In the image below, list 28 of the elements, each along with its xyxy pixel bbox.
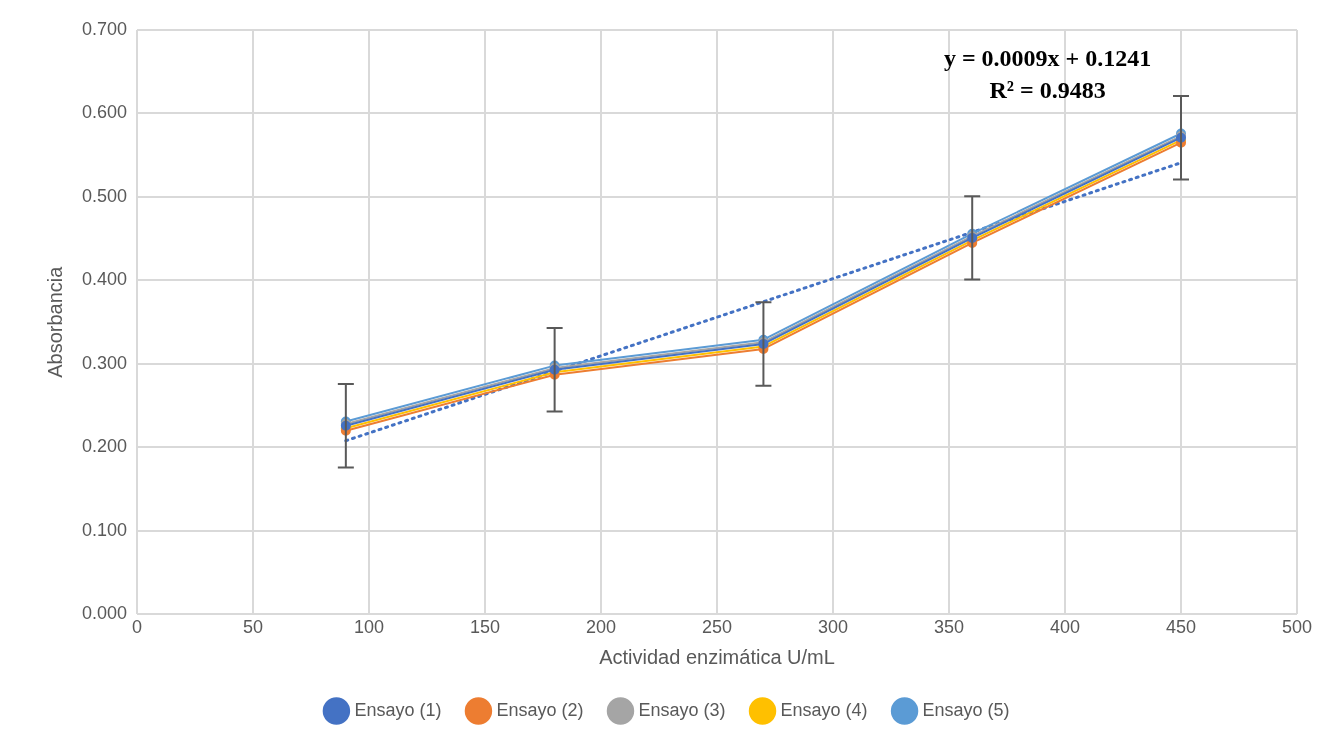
y-tick-label: 0.000 [82, 603, 128, 624]
annotation: R² = 0.9483 [989, 77, 1106, 104]
y-tick-label: 0.700 [82, 18, 128, 39]
x-tick-label: 150 [470, 617, 501, 638]
legend-label: Ensayo (1) [354, 699, 442, 720]
y-axis-title: Absorbancia [43, 265, 66, 378]
x-tick-label: 300 [817, 617, 849, 638]
x-tick-label: 50 [243, 617, 264, 638]
x-axis-title: Actividad enzimática U/mL [599, 645, 835, 668]
annotation: y = 0.0009x + 0.1241 [943, 45, 1152, 72]
x-tick-label: 200 [586, 617, 617, 638]
x-tick-label: 250 [702, 617, 733, 638]
y-tick-label: 0.500 [82, 185, 128, 206]
y-tick-label: 0.400 [82, 269, 128, 290]
legend-label: Ensayo (3) [638, 699, 726, 720]
legend-label: Ensayo (4) [780, 699, 868, 720]
y-tick-label: 0.200 [82, 436, 128, 457]
y-tick-label: 0.100 [82, 519, 128, 540]
y-tick-label: 0.300 [82, 352, 128, 373]
x-tick-label: 450 [1165, 617, 1197, 638]
x-tick-label: 350 [933, 617, 965, 638]
y-tick-label: 0.600 [82, 102, 128, 123]
legend-label: Ensayo (5) [922, 699, 1010, 720]
x-tick-label: 400 [1049, 617, 1081, 638]
x-tick-label: 100 [354, 617, 385, 638]
x-tick-label: 500 [1281, 617, 1313, 638]
x-tick-label: 0 [132, 617, 143, 638]
legend-label: Ensayo (2) [496, 699, 584, 720]
